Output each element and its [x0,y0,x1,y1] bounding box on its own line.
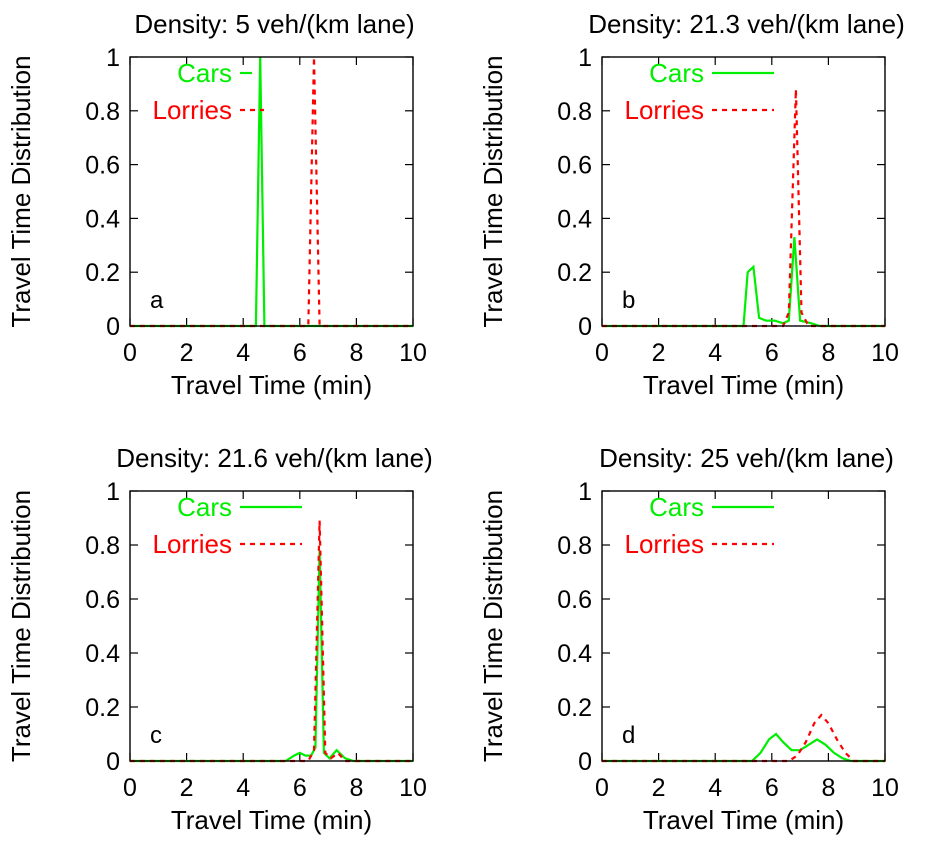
x-tick-label: 2 [652,339,666,367]
x-tick-label: 10 [399,339,427,367]
y-tick-label: 0.8 [85,98,120,126]
x-tick-label: 0 [123,339,137,367]
x-tick-label: 0 [595,339,609,367]
x-tick-label: 8 [349,774,363,802]
chart-panel-b: Density: 21.3 veh/(km lane) Travel Time D… [478,9,905,400]
x-tick-label: 6 [293,774,307,802]
y-tick-label: 0.2 [85,694,120,722]
y-tick-label: 0.2 [557,259,592,287]
y-tick-label: 1 [106,478,120,506]
x-tick-label: 4 [708,774,722,802]
x-tick-label: 4 [236,339,250,367]
series-line-cars [130,550,413,763]
y-axis-label: Travel Time Distribution [478,55,508,327]
plot-frame [601,56,886,327]
legend-label-cars: Cars [177,58,232,88]
x-tick-label: 0 [123,774,137,802]
legend-label-cars: Cars [649,58,704,88]
chart-title: Density: 5 veh/(km lane) [134,9,414,39]
chart-title: Density: 21.3 veh/(km lane) [588,9,904,39]
y-tick-label: 0.8 [85,532,120,560]
x-tick-label: 2 [180,774,194,802]
x-tick-label: 2 [652,774,666,802]
y-tick-label: 0.6 [85,152,120,180]
x-tick-label: 6 [765,774,779,802]
panel-label: c [150,722,162,749]
y-tick-label: 0.6 [557,152,592,180]
x-tick-label: 2 [180,339,194,367]
y-tick-label: 0 [106,313,120,341]
x-tick-label: 10 [399,774,427,802]
chart-panel-d: Density: 25 veh/(km lane) Travel Time Dis… [478,443,899,835]
chart-title: Density: 25 veh/(km lane) [599,443,894,473]
y-tick-label: 0 [578,313,592,341]
y-tick-label: 1 [106,44,120,72]
panel-label: a [150,287,164,314]
x-axis-label: Travel Time (min) [643,805,844,835]
panel-label: d [622,722,635,749]
chart-panel-c: Density: 21.6 veh/(km lane) Travel Time D… [6,443,433,835]
y-tick-label: 0.4 [85,205,120,233]
x-tick-label: 4 [708,339,722,367]
x-tick-label: 10 [871,339,899,367]
panel-label: b [622,287,635,314]
y-tick-label: 0 [106,748,120,776]
chart-title: Density: 21.6 veh/(km lane) [116,443,432,473]
chart-panel-a: Density: 5 veh/(km lane) Travel Time Dist… [6,9,427,400]
x-tick-label: 10 [871,774,899,802]
y-tick-label: 0.6 [557,586,592,614]
legend-label-lorries: Lorries [153,95,232,125]
legend-label-cars: Cars [177,492,232,522]
plot-frame [601,490,886,762]
x-tick-label: 0 [595,774,609,802]
y-axis-label: Travel Time Distribution [478,490,508,762]
y-tick-label: 1 [578,478,592,506]
x-tick-label: 6 [293,339,307,367]
x-tick-label: 4 [236,774,250,802]
series-line-cars [602,237,885,328]
legend-label-cars: Cars [649,492,704,522]
x-tick-label: 8 [349,339,363,367]
series-line-lorries [602,713,885,763]
y-tick-label: 0.8 [557,532,592,560]
y-tick-label: 0 [578,748,592,776]
x-tick-label: 6 [765,339,779,367]
legend-label-lorries: Lorries [625,529,704,559]
plot-frame [129,490,414,762]
x-tick-label: 8 [821,774,835,802]
y-tick-label: 0.4 [557,205,592,233]
y-tick-label: 0.2 [85,259,120,287]
x-tick-label: 8 [821,339,835,367]
series-line-lorries [130,520,413,763]
y-tick-label: 0.4 [85,640,120,668]
y-tick-label: 0.6 [85,586,120,614]
y-axis-label: Travel Time Distribution [6,490,36,762]
y-tick-label: 0.8 [557,98,592,126]
legend-label-lorries: Lorries [153,529,232,559]
y-tick-label: 1 [578,44,592,72]
legend-label-lorries: Lorries [625,95,704,125]
y-axis-label: Travel Time Distribution [6,55,36,327]
x-axis-label: Travel Time (min) [171,805,372,835]
y-tick-label: 0.4 [557,640,592,668]
plot-frame [129,56,414,327]
x-axis-label: Travel Time (min) [171,370,372,400]
y-tick-label: 0.2 [557,694,592,722]
x-axis-label: Travel Time (min) [643,370,844,400]
